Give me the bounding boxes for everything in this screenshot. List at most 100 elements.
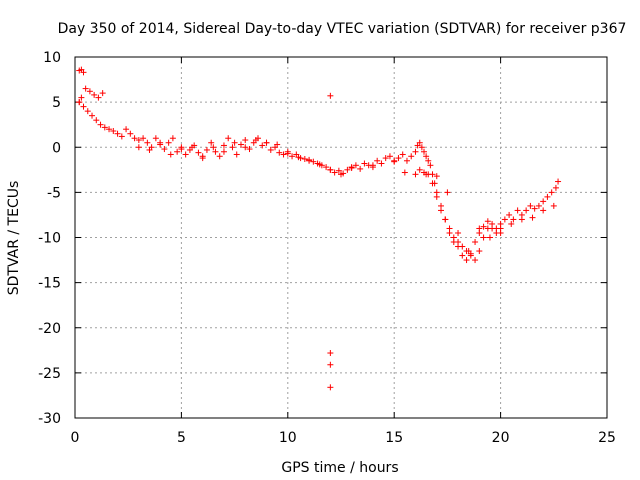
- data-point: [157, 141, 164, 148]
- data-point: [199, 153, 206, 160]
- data-point: [399, 151, 406, 158]
- data-point: [310, 158, 317, 165]
- data-point: [152, 135, 159, 142]
- data-point: [369, 162, 376, 169]
- data-point: [535, 202, 542, 209]
- data-point: [144, 139, 151, 146]
- data-point: [146, 146, 153, 153]
- data-point: [425, 171, 432, 178]
- data-point: [327, 361, 334, 368]
- data-point: [442, 216, 449, 223]
- y-tick-label: 5: [52, 95, 61, 111]
- data-point: [80, 69, 87, 76]
- data-point: [555, 178, 562, 185]
- y-tick-label: -15: [38, 276, 61, 292]
- data-point: [263, 139, 270, 146]
- data-point: [510, 216, 517, 223]
- data-point: [101, 124, 108, 131]
- x-tick-label: 5: [177, 430, 186, 446]
- tick-labels: 0 5 10 15 20 25 10 5 0 -5 -10 -15 -20 -25 -30: [38, 50, 616, 446]
- data-point: [220, 142, 227, 149]
- data-point: [446, 229, 453, 236]
- data-point: [229, 144, 236, 151]
- data-point: [169, 135, 176, 142]
- data-points: [76, 66, 562, 391]
- data-point: [91, 91, 98, 98]
- data-point: [135, 144, 142, 151]
- data-point: [212, 148, 219, 155]
- data-point: [444, 189, 451, 196]
- data-point: [301, 155, 308, 162]
- data-point: [82, 85, 89, 92]
- y-tick-label: 0: [52, 140, 61, 156]
- data-point: [231, 139, 238, 146]
- data-point: [476, 248, 483, 255]
- data-point: [450, 239, 457, 246]
- y-axis-label: SDTVAR / TECUs: [6, 181, 22, 296]
- data-point: [135, 137, 142, 144]
- data-point: [216, 153, 223, 160]
- data-point: [378, 160, 385, 167]
- data-point: [252, 137, 259, 144]
- data-point: [403, 157, 410, 164]
- data-point: [203, 146, 210, 153]
- data-point: [110, 128, 117, 135]
- data-point: [274, 141, 281, 148]
- axis-ticks: [74, 56, 608, 419]
- y-tick-label: -20: [38, 321, 61, 337]
- data-point: [195, 149, 202, 156]
- x-axis-label: GPS time / hours: [281, 460, 398, 476]
- data-point: [165, 139, 172, 146]
- x-tick-label: 15: [385, 430, 403, 446]
- data-point: [361, 160, 368, 167]
- data-point: [552, 184, 559, 191]
- data-point: [480, 223, 487, 230]
- data-point: [233, 151, 240, 158]
- data-point: [497, 225, 504, 232]
- data-point: [220, 148, 227, 155]
- data-point: [418, 144, 425, 151]
- data-point: [284, 150, 291, 157]
- data-point: [78, 94, 85, 101]
- data-point: [97, 121, 104, 128]
- data-point: [476, 229, 483, 236]
- data-point: [514, 207, 521, 214]
- data-point: [344, 166, 351, 173]
- data-point: [548, 189, 555, 196]
- data-point: [523, 207, 530, 214]
- data-point: [508, 220, 515, 227]
- y-tick-label: -10: [38, 231, 61, 247]
- data-point: [246, 146, 253, 153]
- data-point: [161, 146, 168, 153]
- data-point: [423, 153, 430, 160]
- data-point: [80, 103, 87, 110]
- x-tick-label: 0: [71, 430, 80, 446]
- data-point: [472, 239, 479, 246]
- y-tick-label: -30: [38, 411, 61, 427]
- data-point: [335, 167, 342, 174]
- data-point: [289, 153, 296, 160]
- data-point: [338, 171, 344, 178]
- data-point: [182, 151, 189, 158]
- y-tick-label: -5: [47, 185, 61, 201]
- data-point: [189, 144, 196, 151]
- data-point: [416, 139, 423, 146]
- data-point: [455, 243, 462, 250]
- data-point: [178, 146, 185, 153]
- data-point: [425, 157, 432, 164]
- data-point: [306, 156, 313, 163]
- data-point: [391, 158, 398, 165]
- data-point: [506, 211, 513, 218]
- data-point: [433, 173, 440, 180]
- data-point: [114, 130, 121, 137]
- data-point: [416, 166, 423, 173]
- data-point: [438, 207, 445, 214]
- data-point: [348, 165, 355, 172]
- data-point: [327, 350, 334, 357]
- data-point: [412, 171, 419, 178]
- data-point: [501, 216, 508, 223]
- data-point: [433, 193, 440, 200]
- data-point: [225, 135, 232, 142]
- data-point: [467, 250, 474, 257]
